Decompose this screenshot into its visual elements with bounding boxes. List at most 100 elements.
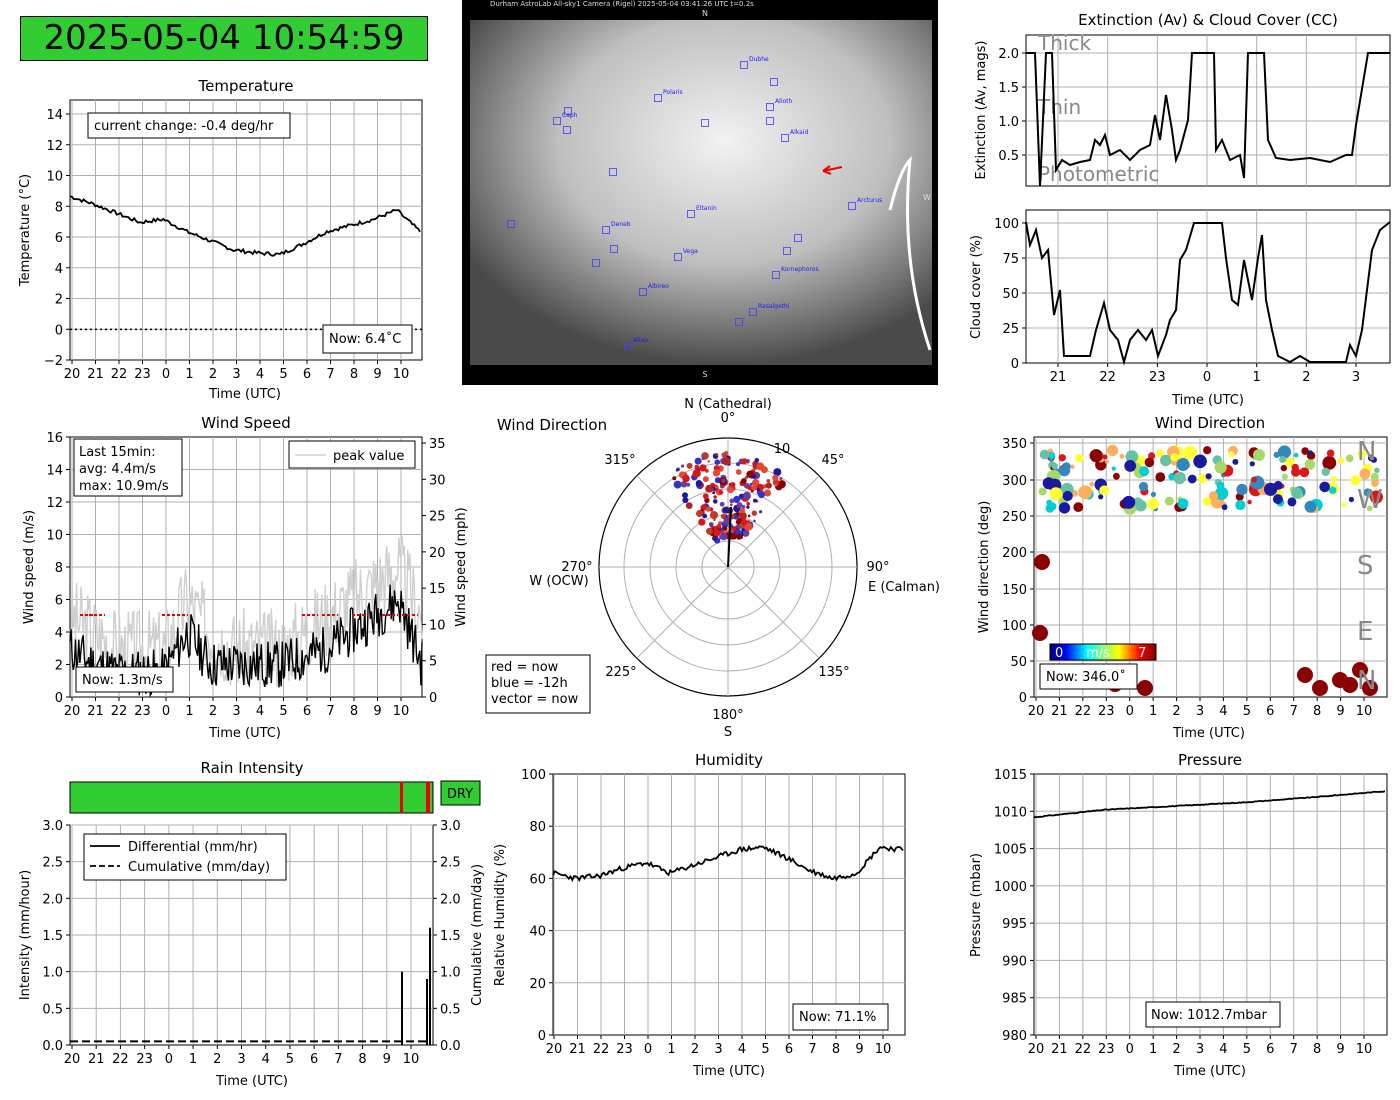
wind-point [731, 526, 737, 532]
wind-dir-point [1147, 498, 1159, 510]
y-tick-label-right: 1.0 [440, 966, 461, 981]
wind-dir-point [1183, 445, 1198, 460]
y-axis-label: Temperature (°C) [18, 174, 33, 287]
x-tick-label: 8 [350, 367, 358, 382]
allsky-header: Durham AstroLab All-sky1 Camera (Rigel) … [490, 0, 754, 8]
y-tick-label: 1005 [994, 843, 1027, 858]
x-tick-label: 1 [1149, 704, 1157, 719]
wind-dir-point [1251, 476, 1257, 483]
y-tick-label: 1.0 [42, 966, 63, 981]
polar-legend-box [485, 654, 591, 714]
x-tick-label: 21 [1051, 1042, 1068, 1057]
wind-point [702, 476, 709, 483]
now-box [75, 666, 174, 693]
wind-dir-point [1272, 494, 1283, 505]
star-marker [766, 117, 774, 125]
wind-vector [727, 506, 732, 568]
wind-dir-point [1342, 677, 1358, 693]
x-tick-label: 20 [64, 1052, 81, 1067]
wind-dir-point [1326, 449, 1335, 458]
x-tick-label: 5 [1243, 704, 1251, 719]
y-tick-label-right: 25 [429, 510, 446, 525]
wind-dir-point [1104, 459, 1109, 464]
wind-dir-point [1039, 449, 1050, 460]
y-tick-label: 50 [1002, 287, 1019, 302]
humidity-title: Humidity [695, 751, 763, 769]
wind-point [672, 476, 677, 481]
y-tick-label: 6 [55, 231, 63, 246]
x-tick-label: 9 [373, 367, 381, 382]
wind-dir-point [1203, 446, 1212, 455]
star-marker [766, 103, 774, 111]
wind-point [682, 474, 690, 483]
rain-title: Rain Intensity [200, 759, 303, 777]
wind-dir-point [1281, 473, 1288, 480]
wind-dir-point [1287, 497, 1297, 507]
x-tick-label: 3 [237, 1052, 245, 1067]
star-marker [610, 245, 618, 253]
wind-point [712, 469, 721, 477]
y-tick-label-right: 15 [429, 582, 446, 597]
wind-dir-point [1177, 498, 1189, 509]
y-axis-label-right: Wind speed (mph) [454, 507, 469, 627]
x-tick-label: 2 [213, 1052, 221, 1067]
x-tick-label: 20 [546, 1042, 563, 1057]
x-tick-label: 2 [209, 367, 217, 382]
change-box [87, 112, 291, 139]
y-tick-label: 250 [1002, 510, 1027, 525]
wind-dir-point [1299, 467, 1310, 478]
wind-dir-point [1089, 449, 1103, 463]
y-tick-label: 25 [1002, 322, 1019, 337]
star-label: Eltanin [696, 205, 717, 212]
wind-point [720, 513, 726, 519]
star-label: Alkaid [790, 129, 808, 136]
wind-point [686, 482, 691, 487]
y-tick-label: 10 [46, 170, 63, 185]
star-marker [772, 271, 780, 279]
x-tick-label: 20 [1028, 1042, 1045, 1057]
humidity-now: Now: 71.1% [799, 1010, 876, 1025]
wind-dir-point [1102, 454, 1108, 460]
pressure-title: Pressure [1178, 751, 1242, 769]
allsky-west: W [923, 193, 931, 202]
polar-deg-270: 270° [561, 560, 592, 575]
wind-point [736, 462, 740, 467]
y-tick-label: 2.5 [42, 856, 63, 871]
wind-point [706, 527, 713, 535]
wind-dir-point [1173, 471, 1186, 485]
wind-dir-point [1304, 459, 1316, 470]
wind-point [756, 487, 760, 492]
wind-dir-point [1304, 500, 1317, 513]
rain-event-mark [426, 782, 430, 813]
wind-dir-point [1369, 490, 1383, 504]
wind-dir-point [1119, 453, 1125, 459]
wind-dir-point [1089, 481, 1094, 487]
y-axis-label: Cloud cover (%) [969, 235, 984, 339]
x-tick-label: 0 [1126, 704, 1134, 719]
rain-status-bar [69, 781, 434, 814]
compass-label: N [1357, 666, 1376, 696]
humidity-plot [552, 773, 906, 1036]
y-tick-label: 8 [55, 200, 63, 215]
y-tick-label-right: 20 [429, 546, 446, 561]
wind-dir-point [1236, 483, 1248, 496]
y-tick-label: 4 [55, 262, 63, 277]
wind-point [715, 453, 719, 456]
wind-point [730, 503, 733, 507]
star-label: Rasalgethi [758, 303, 790, 310]
wind-point [756, 462, 765, 471]
wind-point [702, 493, 709, 499]
wind-dir-point [1247, 499, 1252, 505]
y-tick-label: 990 [1002, 954, 1027, 969]
wind-point [696, 510, 703, 517]
x-tick-label: 21 [87, 367, 104, 382]
x-tick-label: 6 [785, 1042, 793, 1057]
x-tick-label: 10 [875, 1042, 892, 1057]
x-tick-label: 9 [383, 1052, 391, 1067]
star-label: Caph [562, 112, 578, 119]
x-axis-label: Time (UTC) [208, 387, 281, 402]
wind-point [707, 460, 710, 463]
wind-point [712, 491, 716, 495]
x-tick-label: 23 [616, 1042, 633, 1057]
x-tick-label: 1 [185, 704, 193, 719]
